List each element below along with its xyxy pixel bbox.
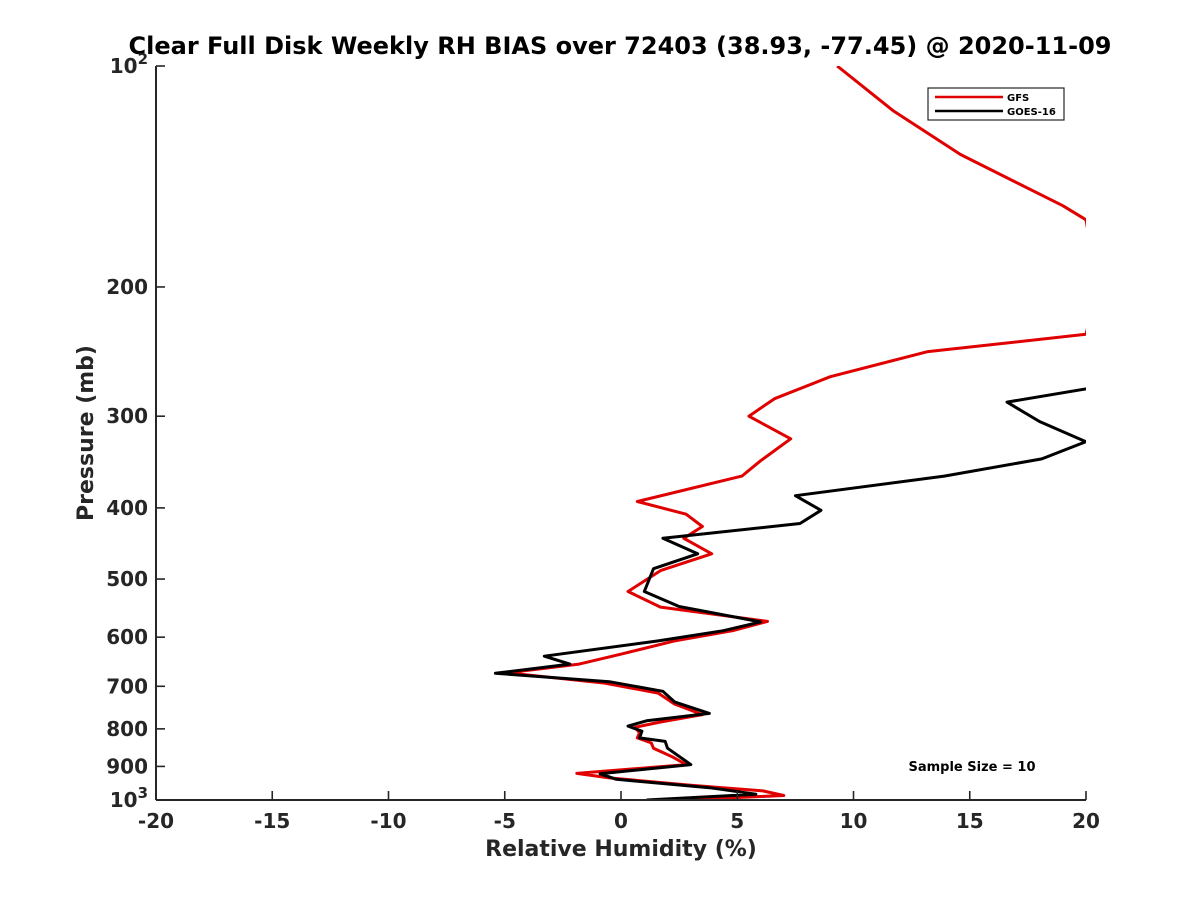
- y-tick-base: 900: [106, 754, 148, 778]
- legend: GFS GOES-16: [927, 87, 1065, 121]
- x-tick-label: -15: [254, 809, 290, 833]
- legend-gfs-label: GFS: [1007, 93, 1029, 104]
- legend-goes16-label: GOES-16: [1007, 107, 1056, 118]
- y-tick-exponent: 3: [138, 784, 148, 802]
- x-tick-label: 5: [730, 809, 744, 833]
- y-tick-base: 10: [110, 788, 138, 812]
- y-tick-label: 300: [106, 404, 148, 428]
- y-tick-base: 600: [106, 625, 148, 649]
- x-axis-label: Relative Humidity (%): [485, 837, 757, 862]
- chart-title: Clear Full Disk Weekly RH BIAS over 7240…: [129, 32, 1112, 60]
- y-tick-label: 800: [106, 717, 148, 741]
- x-tick-label: -20: [138, 809, 174, 833]
- x-tick-label: 15: [956, 809, 984, 833]
- y-tick-label: 200: [106, 275, 148, 299]
- y-tick-base: 500: [106, 567, 148, 591]
- plot-area: -20 -15 -10 -5 0 5 10 15 20 10220030040050060070…: [106, 50, 1100, 833]
- y-tick-label: 400: [106, 496, 148, 520]
- plot-background: [156, 66, 1086, 800]
- y-tick-label: 900: [106, 754, 148, 778]
- x-axis-ticks: -20 -15 -10 -5 0 5 10 15 20: [138, 791, 1100, 833]
- y-tick-label: 103: [110, 784, 148, 812]
- series-line-goes-16: [493, 387, 1086, 800]
- sample-size-annotation: Sample Size = 10: [908, 760, 1035, 775]
- x-tick-label: -5: [494, 809, 516, 833]
- legend-box: [927, 87, 1065, 121]
- x-tick-label: 10: [840, 809, 868, 833]
- y-tick-label: 600: [106, 625, 148, 649]
- y-tick-base: 800: [106, 717, 148, 741]
- series-layer: [493, 66, 1086, 800]
- y-axis-label: Pressure (mb): [74, 345, 99, 521]
- y-tick-exponent: 2: [138, 50, 148, 68]
- y-tick-base: 200: [106, 275, 148, 299]
- y-tick-label: 700: [106, 674, 148, 698]
- y-tick-base: 700: [106, 674, 148, 698]
- y-tick-base: 300: [106, 404, 148, 428]
- y-tick-base: 10: [110, 54, 138, 78]
- x-tick-label: 20: [1072, 809, 1100, 833]
- y-tick-label: 500: [106, 567, 148, 591]
- y-tick-base: 400: [106, 496, 148, 520]
- x-tick-label: 0: [614, 809, 628, 833]
- x-tick-label: -10: [370, 809, 406, 833]
- y-tick-label: 102: [110, 50, 148, 78]
- series-line-gfs: [505, 66, 1086, 800]
